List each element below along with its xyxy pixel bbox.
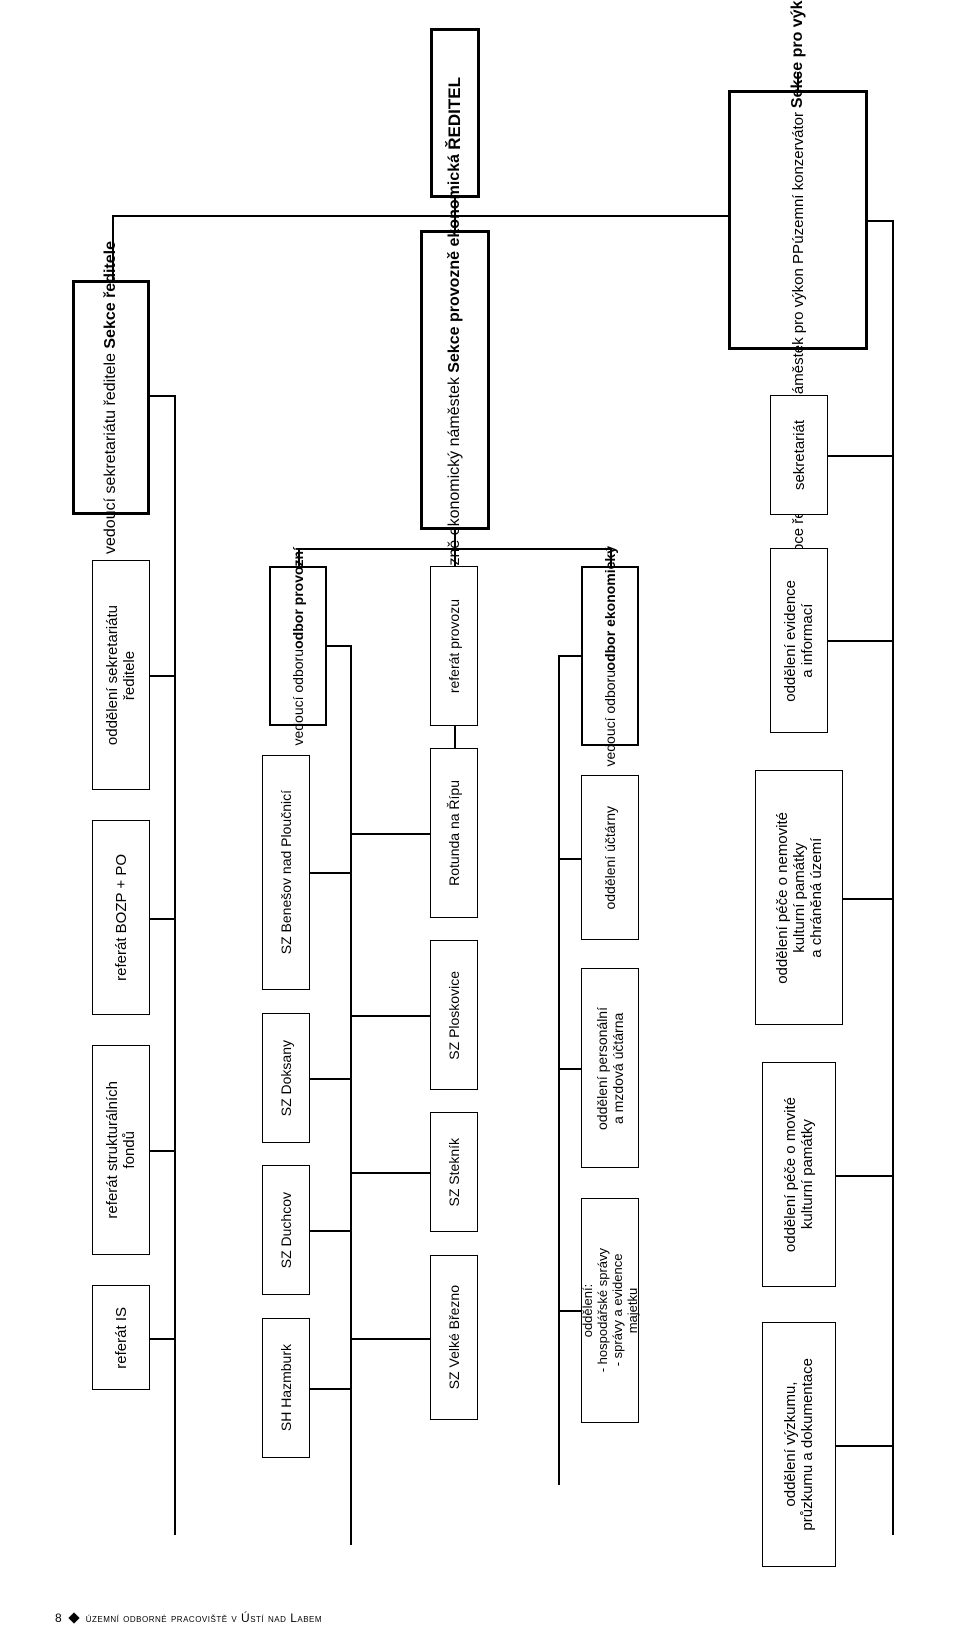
conn <box>350 1172 430 1174</box>
box-odd-vyzkumu: oddělení výzkumu,průzkumu a dokumentace <box>762 1322 836 1567</box>
conn <box>350 1015 430 1017</box>
conn <box>150 1338 175 1340</box>
page-number: 8 <box>55 1611 62 1625</box>
box-sekce-vykon: Sekce pro výkon památkové péče územní ko… <box>728 90 868 350</box>
lbl: Rotunda na Řípu <box>446 780 462 886</box>
box-sz-steknik: SZ Stekník <box>430 1112 478 1232</box>
conn <box>828 640 893 642</box>
box-sz-duchcov: SZ Duchcov <box>262 1165 310 1295</box>
box-sekce-reditele: Sekce ředitele vedoucí sekretariátu ředi… <box>72 280 150 515</box>
conn <box>454 530 456 550</box>
conn <box>558 858 582 860</box>
conn <box>310 1388 351 1390</box>
lbl: SZ Ploskovice <box>446 971 462 1060</box>
box-sz-doksany: SZ Doksany <box>262 1013 310 1143</box>
sekce-reditele-sub: vedoucí sekretariátu ředitele <box>102 353 120 554</box>
conn <box>310 872 351 874</box>
lbl: vedoucí odboru <box>602 670 618 767</box>
lbl: odbor ekonomický <box>602 546 618 670</box>
box-referat-bozp: referát BOZP + PO <box>92 820 150 1015</box>
lbl: SH Hazmburk <box>278 1344 294 1431</box>
lbl: SZ Velké Březno <box>446 1285 462 1389</box>
lbl: SZ Benešov nad Ploučnicí <box>278 790 294 954</box>
lbl: referát provozu <box>446 599 462 693</box>
lbl: sekretariát <box>791 420 808 490</box>
rail-provoz <box>350 645 352 1545</box>
conn <box>310 1078 351 1080</box>
lbl: referát BOZP + PO <box>113 854 130 981</box>
sekce-reditele-title: Sekce ředitele <box>102 241 120 349</box>
conn <box>327 645 351 647</box>
lbl: referát strukturálníchfondů <box>104 1081 138 1219</box>
conn <box>454 548 456 568</box>
box-odbor-provozni: odbor provozní vedoucí odboru <box>269 566 327 726</box>
reditel-label: ŘEDITEL <box>445 77 465 150</box>
footer-text: územní odborné pracoviště v Ústí nad Lab… <box>86 1611 322 1625</box>
box-odd-personal: oddělení personálnía mzdová účtárna <box>581 968 639 1168</box>
lbl: územní konzervátor <box>790 112 807 244</box>
lbl: vedoucí odboru <box>290 649 306 746</box>
page-footer: 8 územní odborné pracoviště v Ústí nad L… <box>55 1611 322 1625</box>
lbl: oddělení personálnía mzdová účtárna <box>594 1007 626 1130</box>
lbl: oddělení účtárny <box>602 806 618 910</box>
box-sz-ploskovice: SZ Ploskovice <box>430 940 478 1090</box>
box-odd-hosp: oddělení:- hospodářské správy- správy a … <box>581 1198 639 1423</box>
lbl: oddělení péče o movitékulturní památky <box>782 1097 816 1252</box>
conn <box>558 1068 582 1070</box>
box-odbor-ekon: odbor ekonomický vedoucí odboru <box>581 566 639 746</box>
box-referat-is: referát IS <box>92 1285 150 1390</box>
conn <box>828 455 893 457</box>
rail-sekce-red <box>174 395 176 1535</box>
lbl: oddělení péče o nemovitékulturní památky… <box>774 812 825 984</box>
lbl: oddělení výzkumu,průzkumu a dokumentace <box>782 1358 816 1531</box>
conn <box>350 1338 430 1340</box>
box-odd-evidence: oddělení evidencea informací <box>770 548 828 733</box>
box-odd-sekretariatu: oddělení sekretariátuředitele <box>92 560 150 790</box>
page: ŘEDITEL Sekce ředitele vedoucí sekretari… <box>0 0 960 1643</box>
conn <box>150 918 175 920</box>
diamond-icon <box>68 1612 79 1623</box>
lbl: náměstek pro výkon PP <box>790 244 807 402</box>
box-odd-movite: oddělení péče o movitékulturní památky <box>762 1062 836 1287</box>
conn <box>310 1230 351 1232</box>
rail-ekon <box>558 655 560 1485</box>
conn <box>150 395 175 397</box>
conn <box>558 655 582 657</box>
box-odd-nemovite: oddělení péče o nemovitékulturní památky… <box>755 770 843 1025</box>
lbl: oddělení sekretariátuředitele <box>104 605 138 745</box>
conn <box>836 1175 893 1177</box>
conn <box>836 1445 893 1447</box>
box-sz-benesov: SZ Benešov nad Ploučnicí <box>262 755 310 990</box>
box-sekce-pe: Sekce provozně ekonomická provozně ekono… <box>420 230 490 530</box>
conn <box>558 1310 582 1312</box>
lbl: referát IS <box>113 1307 130 1369</box>
box-sz-velke-brezno: SZ Velké Březno <box>430 1255 478 1420</box>
rail-vykon <box>892 220 894 1535</box>
conn <box>868 220 893 222</box>
sekce-vykon-title: Sekce pro výkon památkové péče <box>789 0 807 108</box>
conn <box>350 833 430 835</box>
sekce-pe-title: Sekce provozně ekonomická <box>446 154 464 373</box>
lbl: oddělení:- hospodářské správy- správy a … <box>580 1248 640 1372</box>
box-rotunda: Rotunda na Řípu <box>430 748 478 918</box>
box-sekretariat: sekretariát <box>770 395 828 515</box>
conn <box>843 898 893 900</box>
lbl: odbor provozní <box>290 547 306 649</box>
box-odd-uctarny: oddělení účtárny <box>581 775 639 940</box>
lbl: SZ Stekník <box>446 1138 462 1206</box>
box-sh-hazmburk: SH Hazmburk <box>262 1318 310 1458</box>
lbl: SZ Duchcov <box>278 1192 294 1268</box>
box-referat-fondu: referát strukturálníchfondů <box>92 1045 150 1255</box>
conn <box>150 1150 175 1152</box>
lbl: oddělení evidencea informací <box>782 580 816 702</box>
conn <box>150 675 175 677</box>
lbl: SZ Doksany <box>278 1040 294 1116</box>
box-referat-provozu: referát provozu <box>430 566 478 726</box>
conn <box>454 726 456 748</box>
